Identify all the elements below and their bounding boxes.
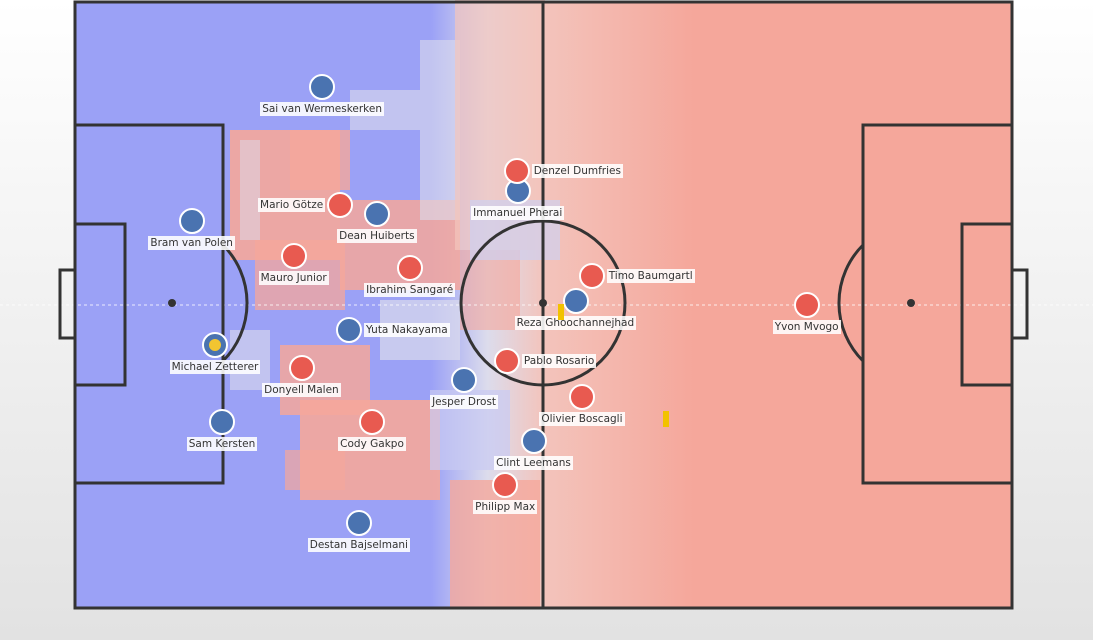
player-name-label: Yuta Nakayama [363,322,450,337]
away-player-marker[interactable] [327,192,354,219]
home-player-marker[interactable] [178,208,205,235]
home-player-marker[interactable] [209,408,236,435]
ball-icon [209,339,222,352]
player-name-label: Michael Zetterer [169,360,261,375]
heatmap-cell [285,450,345,490]
heatmap-cell [240,140,260,240]
away-player-marker[interactable] [288,355,315,382]
player-name-label: Yvon Mvogo [772,320,841,334]
player-name-label: Clint Leemans [494,456,573,471]
player-name-label: Destan Bajselmani [307,538,410,553]
player-name-label: Philipp Max [473,500,538,515]
away-player-marker[interactable] [503,158,530,185]
center-spot [539,299,547,307]
player-name-label: Reza Ghoochannejhad [514,316,637,331]
player-name-label: Dean Huiberts [337,229,417,244]
heatmap-cell [290,130,350,190]
home-player-marker[interactable] [202,332,229,359]
event-marker [558,304,565,321]
player-name-label: Sai van Wermeskerken [260,101,385,116]
away-player-marker[interactable] [280,242,307,269]
away-player-marker[interactable] [578,262,605,289]
home-player-marker[interactable] [309,73,336,100]
event-marker [662,411,669,428]
penalty-spot-left [168,299,176,307]
home-player-marker[interactable] [451,366,478,393]
player-name-label: Timo Baumgartl [606,268,695,283]
home-player-marker[interactable] [562,288,589,315]
away-player-marker[interactable] [359,408,386,435]
away-player-marker[interactable] [568,383,595,410]
player-name-label: Ibrahim Sangaré [364,282,456,297]
home-player-marker[interactable] [335,316,362,343]
player-name-label: Immanuel Pherai [471,205,565,220]
home-player-marker[interactable] [345,510,372,537]
away-player-marker[interactable] [396,254,423,281]
home-player-marker[interactable] [520,428,547,455]
player-name-label: Olivier Boscagli [539,411,625,426]
player-name-label: Mario Götze [258,198,326,213]
away-player-marker[interactable] [793,292,820,318]
heatmap-cell [420,40,460,220]
player-name-label: Bram van Polen [148,236,235,251]
player-name-label: Donyell Malen [262,383,341,398]
player-name-label: Cody Gakpo [338,436,406,451]
player-name-label: Pablo Rosario [521,354,597,369]
player-name-label: Sam Kersten [186,436,258,451]
home-player-marker[interactable] [363,201,390,228]
heatmap-cell [460,250,520,330]
player-name-label: Jesper Drost [430,394,499,409]
away-player-marker[interactable] [493,348,520,375]
penalty-spot-right [907,299,915,307]
player-name-label: Denzel Dumfries [531,164,623,179]
player-name-label: Mauro Junior [258,270,329,285]
away-player-marker[interactable] [492,472,519,499]
